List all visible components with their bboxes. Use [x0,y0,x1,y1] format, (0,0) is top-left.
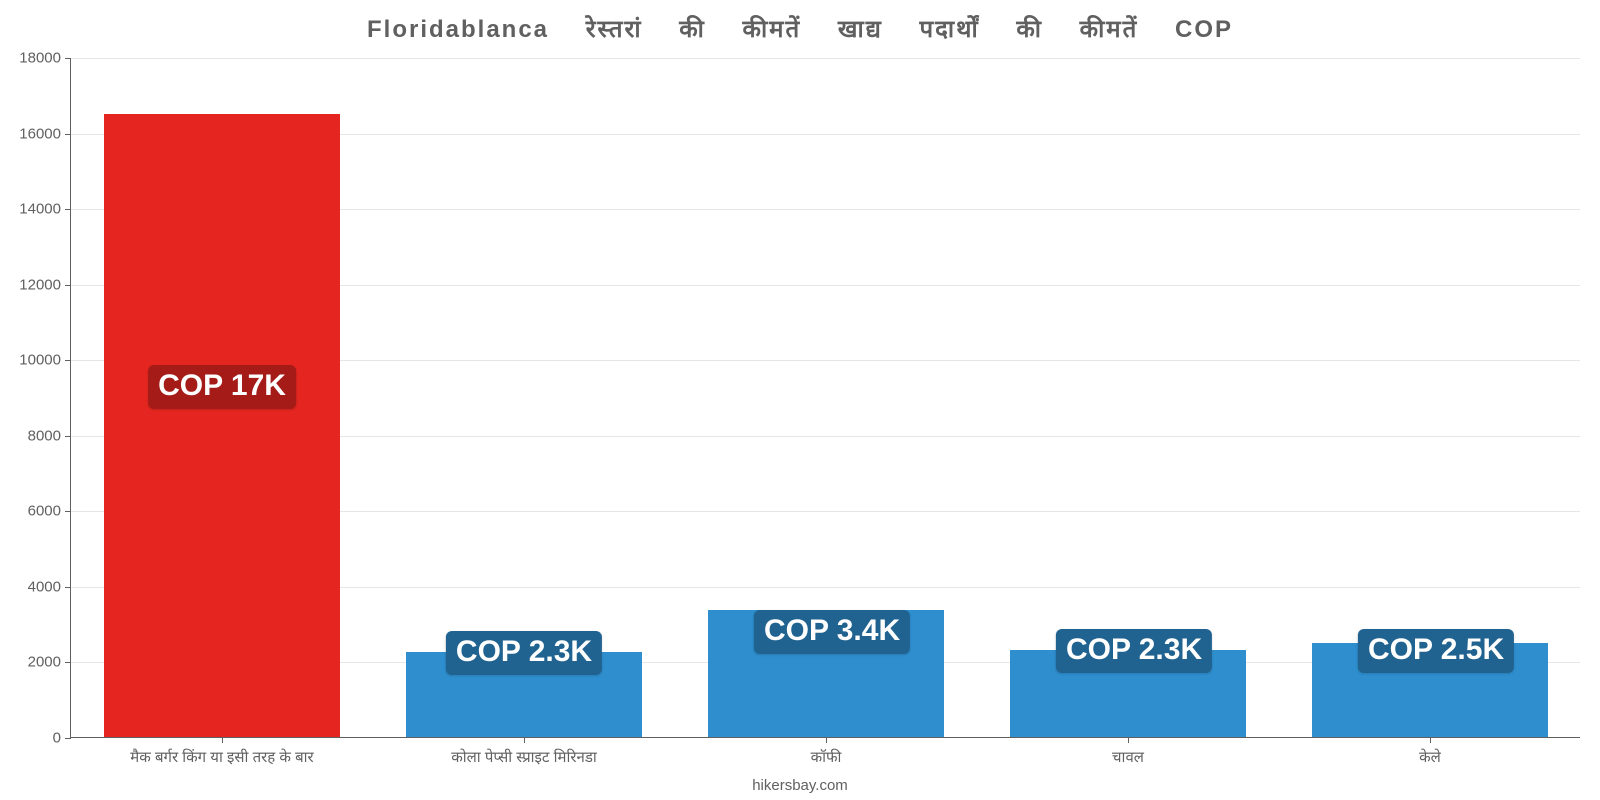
y-tick-label: 2000 [28,654,71,671]
x-tick-label: मैक बर्गर किंग या इसी तरह के बार [72,737,372,767]
value-badge: COP 3.4K [754,610,910,654]
chart-source-footer: hikersbay.com [0,777,1600,794]
price-chart: Floridablanca रेस्तरां की कीमतें खाद्य प… [0,0,1600,800]
y-tick-label: 14000 [19,201,71,218]
x-tick-label: केले [1280,737,1580,767]
y-tick-label: 10000 [19,352,71,369]
y-tick-label: 8000 [28,427,71,444]
x-tick-label: कॉफी [676,737,976,767]
value-badge: COP 2.5K [1358,629,1514,673]
y-tick-label: 16000 [19,125,71,142]
bar [104,114,340,737]
y-tick-label: 4000 [28,578,71,595]
gridline [71,58,1580,59]
y-tick-label: 0 [53,730,71,747]
value-badge: COP 17K [148,365,296,409]
chart-plot-area: 0200040006000800010000120001400016000180… [70,58,1580,738]
value-badge: COP 2.3K [1056,629,1212,673]
y-tick-label: 6000 [28,503,71,520]
value-badge: COP 2.3K [446,631,602,675]
chart-title: Floridablanca रेस्तरां की कीमतें खाद्य प… [0,12,1600,45]
y-tick-label: 18000 [19,50,71,67]
y-tick-label: 12000 [19,276,71,293]
x-tick-label: चावल [978,737,1278,767]
x-tick-label: कोला पेप्सी स्प्राइट मिरिनडा [374,737,674,767]
